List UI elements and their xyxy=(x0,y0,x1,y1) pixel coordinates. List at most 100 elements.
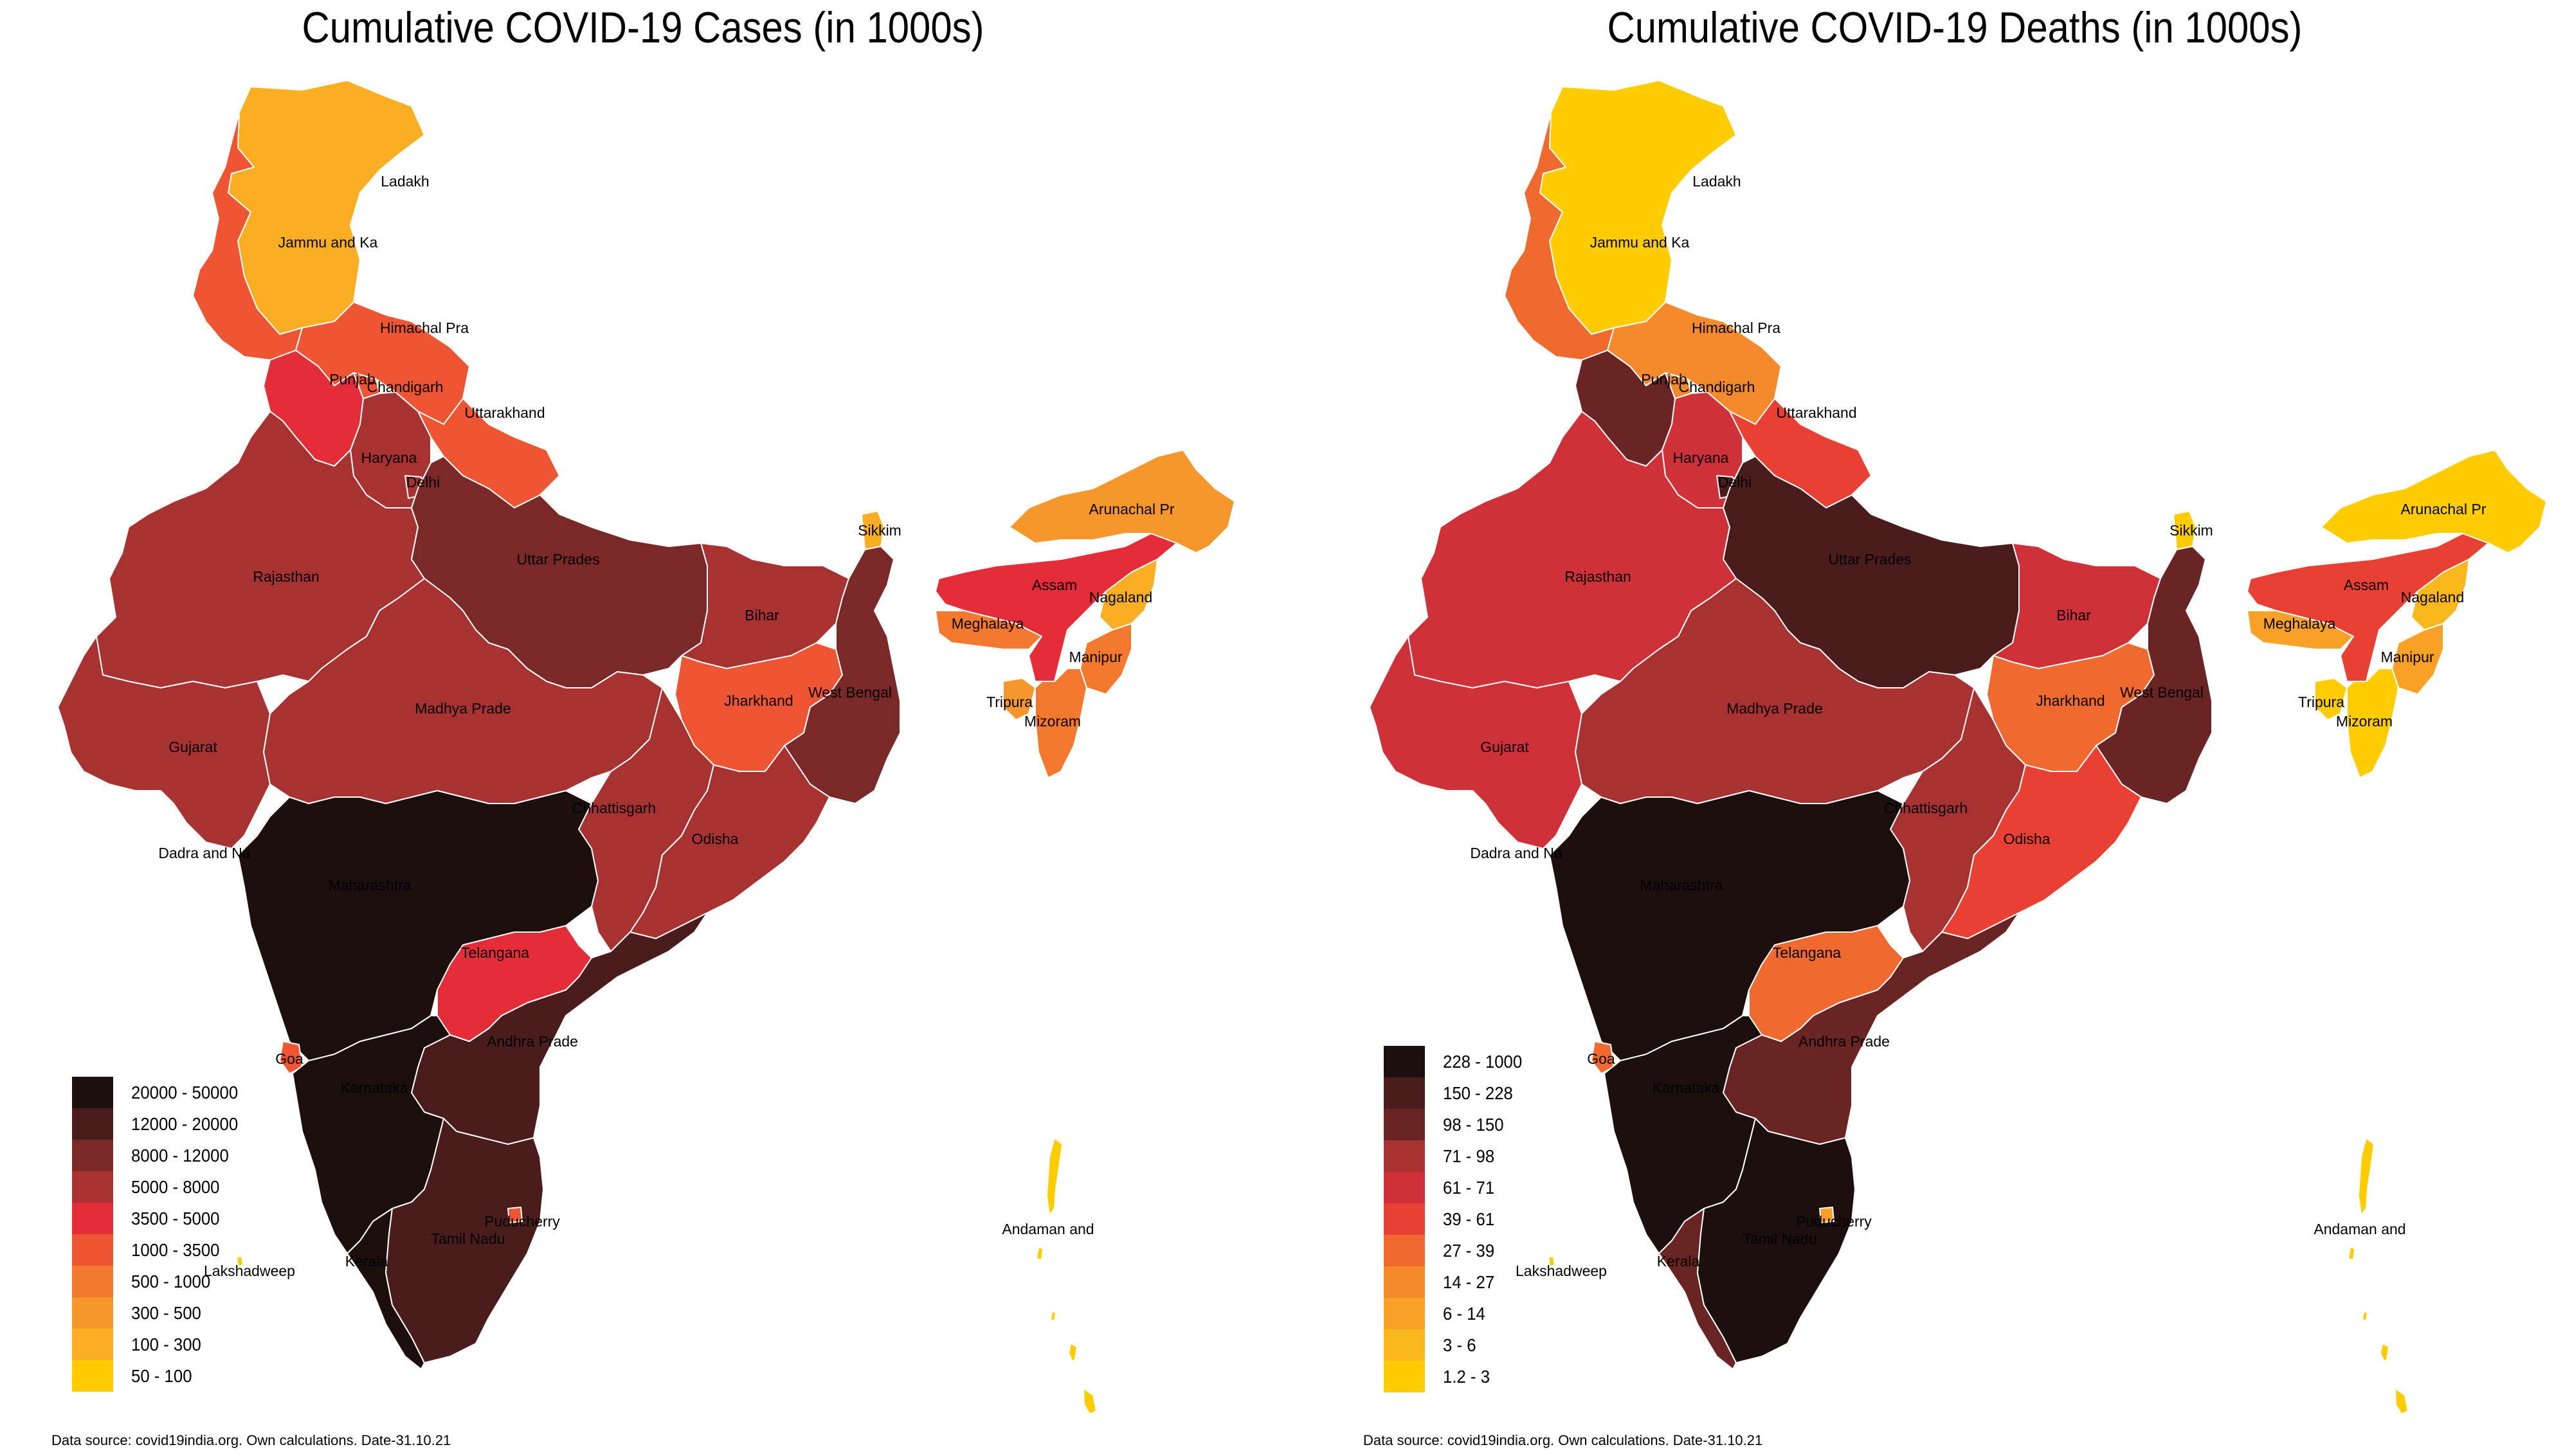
state-label-uttarakhand: Uttarakhand xyxy=(1776,404,1856,421)
legend-item: 1.2 - 3 xyxy=(1384,1361,1529,1392)
state-label-manipur: Manipur xyxy=(2380,649,2434,665)
legend-swatch xyxy=(72,1203,113,1234)
legend-item: 27 - 39 xyxy=(1384,1235,1529,1266)
state-region-west-bengal xyxy=(784,546,901,804)
legend-label: 5000 - 8000 xyxy=(131,1176,220,1197)
legend-label: 1.2 - 3 xyxy=(1443,1366,1490,1387)
legend-item: 1000 - 3500 xyxy=(72,1234,248,1266)
state-label-kerala: Kerala xyxy=(345,1253,388,1270)
legend-label: 12000 - 20000 xyxy=(131,1113,239,1134)
state-region-ladakh xyxy=(228,80,425,335)
legend-swatch xyxy=(72,1077,113,1108)
legend-item: 20000 - 50000 xyxy=(72,1077,248,1108)
deaths-choropleth-map: Ladakh Jammu and Ka Himachal Pra PunjabChan… xyxy=(1369,80,2547,1415)
state-label-uttar-prades: Uttar Prades xyxy=(1828,551,1911,568)
legend-swatch xyxy=(1384,1329,1425,1361)
state-label-odisha: Odisha xyxy=(2004,831,2051,847)
cases-legend: 20000 - 50000 12000 - 20000 8000 - 12000 50… xyxy=(72,1077,248,1392)
state-region-arunachal-pr xyxy=(2321,449,2547,553)
state-label-andhra-prade: Andhra Prade xyxy=(1798,1033,1890,1050)
legend-label: 3 - 6 xyxy=(1443,1335,1476,1355)
state-label-jammu-and-ka: Jammu and Ka xyxy=(278,234,378,251)
state-label-chhattisgarh: Chhattisgarh xyxy=(572,800,656,816)
legend-label: 27 - 39 xyxy=(1443,1240,1495,1261)
legend-swatch xyxy=(1384,1140,1425,1172)
state-region-andaman-and xyxy=(2348,1137,2409,1415)
legend-item: 3 - 6 xyxy=(1384,1329,1529,1361)
state-label-uttarakhand: Uttarakhand xyxy=(464,404,545,421)
state-label-gujarat: Gujarat xyxy=(168,739,217,755)
state-label-arunachal-pr: Arunachal Pr xyxy=(2401,501,2486,517)
state-region-ladakh xyxy=(1539,80,1737,335)
legend-label: 3500 - 5000 xyxy=(131,1208,220,1228)
legend-swatch xyxy=(72,1108,113,1140)
state-label-telangana: Telangana xyxy=(461,944,529,961)
state-label-mizoram: Mizoram xyxy=(2336,713,2393,730)
legend-item: 3500 - 5000 xyxy=(72,1203,248,1234)
state-label-assam: Assam xyxy=(1032,577,1077,593)
state-label-delhi: Delhi xyxy=(406,474,440,490)
legend-swatch xyxy=(1384,1266,1425,1298)
state-region-lakshadweep xyxy=(236,1256,244,1267)
legend-swatch xyxy=(1384,1046,1425,1077)
state-label-himachal-pra: Himachal Pra xyxy=(1692,319,1780,336)
map-title: Cumulative COVID-19 Cases (in 1000s) xyxy=(302,3,984,52)
data-source-note: Data source: covid19india.org. Own calcu… xyxy=(51,1432,451,1448)
legend-item: 500 - 1000 xyxy=(72,1266,248,1297)
state-label-ladakh: Ladakh xyxy=(1692,173,1741,190)
state-label-andhra-prade: Andhra Prade xyxy=(487,1033,578,1050)
state-region-meghalaya xyxy=(2247,610,2354,650)
state-label-telangana: Telangana xyxy=(1773,944,1841,961)
state-label-himachal-pra: Himachal Pra xyxy=(380,319,469,336)
state-label-kerala: Kerala xyxy=(1657,1253,1700,1270)
legend-item: 5000 - 8000 xyxy=(72,1171,248,1203)
state-label-odisha: Odisha xyxy=(692,831,739,847)
legend-label: 6 - 14 xyxy=(1443,1303,1485,1324)
legend-swatch xyxy=(72,1297,113,1329)
state-region-puducherry xyxy=(507,1207,523,1223)
state-label-goa: Goa xyxy=(1587,1050,1615,1067)
state-label-assam: Assam xyxy=(2344,577,2389,593)
legend-label: 1000 - 3500 xyxy=(131,1239,220,1260)
state-label-chhattisgarh: Chhattisgarh xyxy=(1884,800,1968,816)
legend-swatch xyxy=(1384,1172,1425,1203)
state-label-punjab: Punjab xyxy=(329,371,376,388)
state-label-karnataka: Karnataka xyxy=(341,1079,408,1096)
legend-label: 20000 - 50000 xyxy=(131,1082,239,1102)
state-label-dadra-and-na: Dadra and Na xyxy=(1470,845,1562,861)
state-label-tamil-nadu: Tamil Nadu xyxy=(1743,1230,1816,1247)
state-label-gujarat: Gujarat xyxy=(1480,739,1529,755)
state-region-gujarat xyxy=(57,636,271,849)
legend-item: 150 - 228 xyxy=(1384,1077,1529,1109)
state-region-puducherry xyxy=(1819,1207,1834,1223)
legend-swatch xyxy=(1384,1203,1425,1235)
legend-item: 50 - 100 xyxy=(72,1360,248,1392)
legend-item: 6 - 14 xyxy=(1384,1298,1529,1329)
state-label-bihar: Bihar xyxy=(745,607,779,624)
state-region-odisha xyxy=(629,745,830,939)
state-label-maharashtra: Maharashtra xyxy=(1640,877,1723,894)
legend-swatch xyxy=(1384,1235,1425,1266)
state-label-west-bengal: West Bengal xyxy=(2120,684,2204,701)
legend-item: 12000 - 20000 xyxy=(72,1108,248,1140)
state-label-manipur: Manipur xyxy=(1069,649,1122,665)
state-region-sikkim xyxy=(861,510,885,550)
state-label-haryana: Haryana xyxy=(361,449,417,466)
cases-choropleth-map: Ladakh Jammu and Ka Himachal Pra PunjabChan… xyxy=(57,80,1235,1415)
legend-label: 8000 - 12000 xyxy=(131,1145,229,1165)
state-region-mizoram xyxy=(1035,668,1087,778)
state-label-rajasthan: Rajasthan xyxy=(1564,568,1631,585)
legend-label: 14 - 27 xyxy=(1443,1272,1495,1292)
state-label-jharkhand: Jharkhand xyxy=(2036,692,2105,709)
legend-label: 71 - 98 xyxy=(1443,1146,1495,1166)
state-label-rajasthan: Rajasthan xyxy=(253,568,320,585)
state-label-nagaland: Nagaland xyxy=(1089,589,1152,606)
legend-label: 300 - 500 xyxy=(131,1302,201,1323)
state-label-bihar: Bihar xyxy=(2056,607,2091,624)
legend-item: 39 - 61 xyxy=(1384,1203,1529,1235)
legend-label: 100 - 300 xyxy=(131,1334,201,1354)
state-label-lakshadweep: Lakshadweep xyxy=(1516,1263,1607,1279)
state-label-puducherry: Puducherry xyxy=(484,1213,560,1230)
legend-item: 8000 - 12000 xyxy=(72,1140,248,1171)
state-label-mizoram: Mizoram xyxy=(1024,713,1081,730)
